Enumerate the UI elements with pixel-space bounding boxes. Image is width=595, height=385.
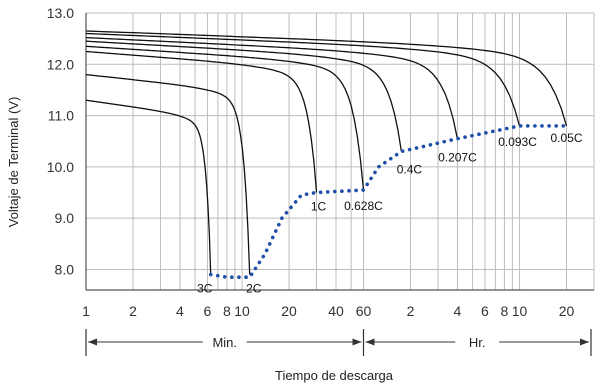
x-tick-label: 20 <box>281 303 297 319</box>
x-tick-label: 10 <box>512 303 528 319</box>
curve-label: 0.207C <box>438 151 477 165</box>
discharge-curve <box>85 30 568 127</box>
discharge-curve <box>85 32 521 127</box>
unit-arrows: Min. Hr. <box>85 329 592 356</box>
curve-label: 1C <box>311 200 327 214</box>
x-tick-label: 1 <box>82 303 90 319</box>
y-tick-label: 8.0 <box>55 261 75 277</box>
curve-layer <box>85 30 568 275</box>
x-tick-label: 4 <box>454 303 462 319</box>
discharge-curve <box>85 36 459 139</box>
x-tick-label: 20 <box>559 303 575 319</box>
x-tick-labels: 1 2 4 6 8 10 20 40 60 2 4 6 8 10 20 <box>82 303 574 319</box>
y-tick-label: 13.0 <box>47 5 74 21</box>
unit-label: Min. <box>212 335 237 350</box>
unit-label: Hr. <box>469 335 486 350</box>
discharge-curve <box>85 40 403 152</box>
x-tick-label: 60 <box>356 303 372 319</box>
x-tick-label: 8 <box>501 303 509 319</box>
discharge-curve <box>85 99 212 275</box>
curve-label: 0.4C <box>397 163 423 177</box>
curve-label: 0.05C <box>551 131 583 145</box>
y-tick-label: 11.0 <box>48 108 74 124</box>
curve-label: 3C <box>197 282 213 296</box>
discharge-curve <box>85 45 365 191</box>
y-tick-labels: 8.0 9.0 10.0 11.0 12.0 13.0 <box>47 5 74 277</box>
grid-layer <box>85 12 595 290</box>
x-tick-label: 4 <box>176 303 184 319</box>
x-tick-label: 2 <box>407 303 415 319</box>
x-tick-label: 6 <box>204 303 212 319</box>
curve-label: 2C <box>246 282 262 296</box>
discharge-curve <box>85 73 251 275</box>
unit-arrowhead <box>580 338 589 346</box>
y-tick-label: 10.0 <box>47 159 74 175</box>
end-voltage-dotted-line <box>208 124 569 279</box>
x-tick-label: 40 <box>328 303 344 319</box>
unit-arrowhead <box>88 338 97 346</box>
unit-arrowhead <box>365 338 375 346</box>
discharge-curve <box>85 50 318 193</box>
end-voltage-line <box>208 124 569 279</box>
x-tick-label: 6 <box>481 303 489 319</box>
plot-frame <box>85 13 594 291</box>
y-tick-label: 9.0 <box>55 210 75 226</box>
curve-label: 0.628C <box>344 199 383 213</box>
x-tick-label: 10 <box>234 303 250 319</box>
unit-arrowhead <box>352 338 362 346</box>
x-tick-label: 8 <box>223 303 231 319</box>
x-axis-title: Tiempo de descarga <box>275 368 394 383</box>
y-tick-label: 12.0 <box>47 56 74 72</box>
x-tick-label: 2 <box>129 303 137 319</box>
curve-label: 0.093C <box>498 135 537 149</box>
curve-labels: 3C 2C 1C 0.628C 0.4C 0.207C 0.093C 0.05C <box>197 131 583 296</box>
y-axis-title: Voltaje de Terminal (V) <box>6 97 21 228</box>
